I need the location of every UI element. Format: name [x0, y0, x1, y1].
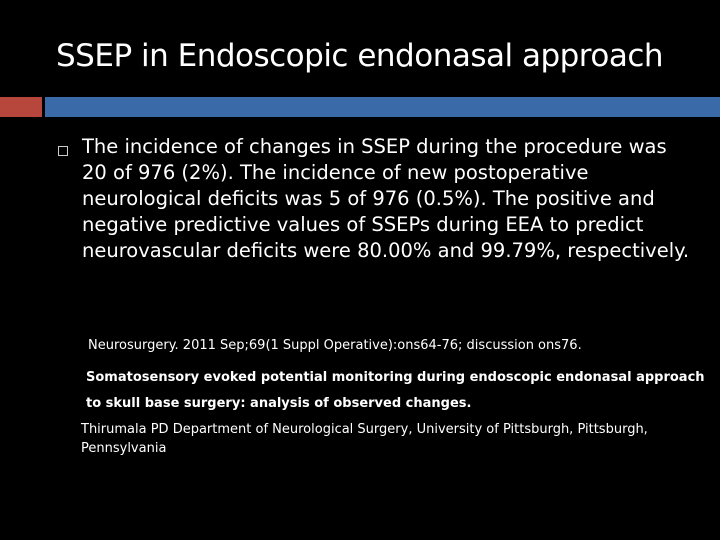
bullet-icon [58, 146, 68, 156]
title-underline [45, 97, 720, 117]
accent-bar [0, 97, 42, 117]
reference-title: Somatosensory evoked potential monitorin… [86, 370, 705, 411]
reference-journal: Neurosurgery. 2011 Sep;69(1 Suppl Operat… [88, 338, 582, 353]
reference-authors: Thirumala PD Department of Neurological … [81, 422, 648, 456]
bullet-text: The incidence of changes in SSEP during … [82, 135, 690, 262]
slide-title: SSEP in Endoscopic endonasal approach [56, 38, 664, 74]
